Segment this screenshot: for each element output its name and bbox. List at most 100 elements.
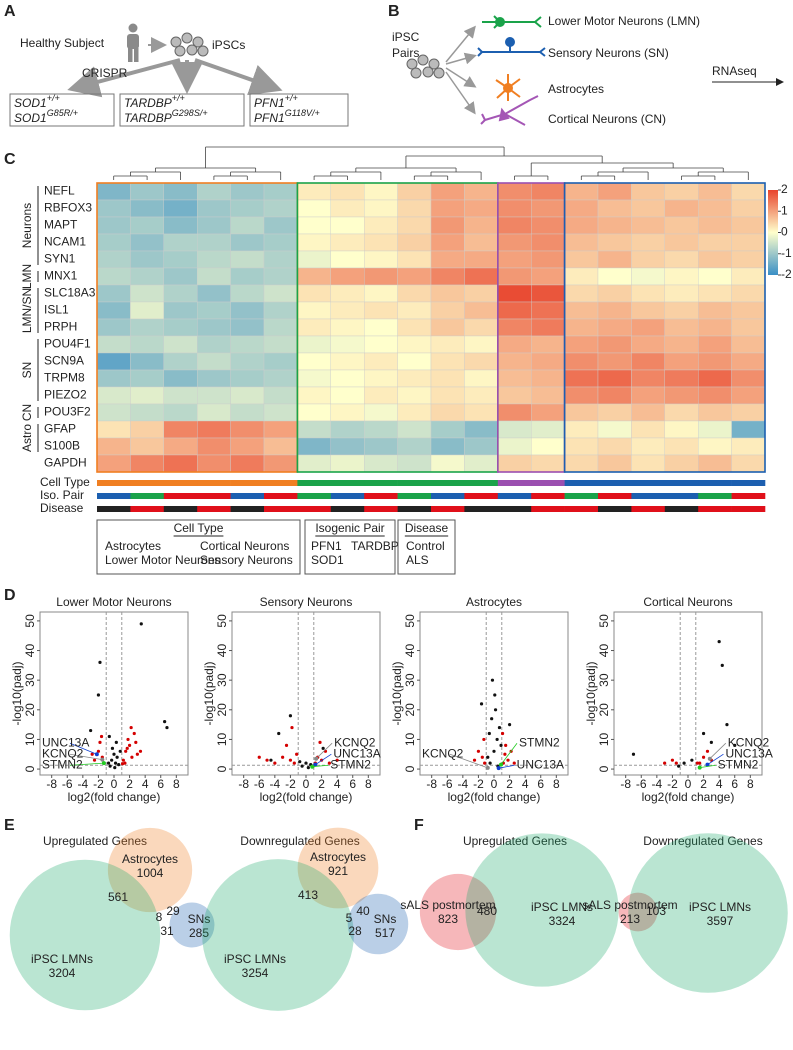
heatmap-cell	[631, 301, 666, 320]
heatmap-cell	[597, 284, 632, 303]
heatmap-cell	[130, 216, 164, 235]
row-group-label: CN	[20, 404, 34, 421]
row-group-label: Neurons	[20, 203, 34, 248]
x-tick-label: 4	[142, 777, 149, 791]
heatmap-cell	[531, 318, 565, 337]
heatmap-cell	[230, 301, 265, 320]
heatmap-cell	[731, 233, 766, 252]
heatmap-cell	[430, 403, 465, 422]
heatmap-cell	[196, 284, 231, 303]
y-tick-label: 50	[215, 614, 229, 628]
heatmap-cell	[364, 233, 398, 252]
venn-set-name: sALS postmortem	[400, 898, 495, 912]
heatmap-cell	[430, 301, 465, 320]
heatmap-cell	[731, 199, 766, 218]
heatmap-cell	[497, 216, 532, 235]
annotation-cell	[564, 506, 599, 512]
heatmap-cell	[96, 403, 131, 422]
volcano-point	[92, 758, 97, 762]
x-tick-label: 2	[506, 777, 513, 791]
annotation-cell	[163, 506, 198, 512]
heatmap-cell	[631, 386, 666, 405]
volcano-point	[288, 758, 293, 762]
annotation-cell	[297, 493, 332, 499]
heatmap-cell	[698, 301, 732, 320]
heatmap-cell	[163, 318, 198, 337]
annotation-cell	[497, 493, 532, 499]
colorbar-tick-label: -2	[781, 267, 792, 281]
heatmap-cell	[163, 284, 198, 303]
x-tick-label: 2	[700, 777, 707, 791]
heatmap-cell	[230, 199, 265, 218]
gene-label: PRPH	[44, 320, 77, 334]
y-tick-label: 40	[403, 644, 417, 658]
genotype: TARDBPG298S/+	[124, 108, 208, 125]
y-tick-label: 40	[23, 644, 37, 658]
heatmap-cell	[196, 403, 231, 422]
volcano-point	[138, 749, 143, 753]
volcano-point	[115, 755, 119, 759]
volcano-point	[705, 749, 710, 753]
heatmap-cell	[130, 437, 164, 456]
y-tick-label: 40	[597, 644, 611, 658]
x-tick-label: -4	[270, 777, 281, 791]
venn-set-count: 3324	[549, 914, 576, 928]
heatmap-cell	[497, 420, 532, 439]
annotation-cell	[397, 506, 432, 512]
y-tick-label: 10	[215, 732, 229, 746]
heatmap-cell	[698, 335, 732, 354]
heatmap-cell	[196, 420, 231, 439]
heatmap-cell	[364, 369, 398, 388]
heatmap-cell	[564, 454, 599, 473]
volcano-point	[290, 725, 294, 730]
heatmap-cell	[497, 403, 532, 422]
heatmap-cell	[196, 335, 231, 354]
genotype: PFN1G118V/+	[254, 108, 320, 125]
heatmap-cell	[597, 233, 632, 252]
allele: +/+	[47, 93, 60, 103]
heatmap-cell	[664, 403, 699, 422]
heatmap-cell	[531, 369, 565, 388]
heatmap-cell	[464, 318, 498, 337]
volcano-point	[108, 764, 112, 768]
heatmap-cell	[230, 182, 265, 201]
heatmap-cell	[664, 199, 699, 218]
heatmap-cell	[430, 233, 465, 252]
heatmap-cell	[297, 318, 331, 337]
heatmap-cell	[130, 233, 164, 252]
annotation-cell	[364, 506, 398, 512]
annotation-cell	[197, 493, 231, 499]
heatmap-cell	[263, 386, 298, 405]
heatmap-cell	[263, 454, 298, 473]
heatmap-cell	[196, 250, 231, 269]
heatmap-cell	[130, 386, 164, 405]
volcano-point	[631, 752, 636, 756]
heatmap-cell	[297, 233, 331, 252]
annotation-cell	[431, 506, 465, 512]
heatmap-cell	[631, 284, 666, 303]
gene-name: PFN1	[254, 111, 285, 125]
heatmap-cell	[464, 369, 498, 388]
heatmap-cell	[163, 420, 198, 439]
volcano-point	[284, 743, 289, 747]
venn-set	[297, 827, 379, 909]
heatmap-cell	[130, 420, 164, 439]
heatmap-cell	[397, 318, 432, 337]
heatmap-cell	[564, 301, 599, 320]
venn-set-name: iPSC LMNs	[224, 952, 286, 966]
x-tick-label: 8	[365, 777, 372, 791]
heatmap-cell	[464, 335, 498, 354]
heatmap-cell	[397, 301, 432, 320]
gene-label: KCNQ2	[422, 746, 464, 760]
legend-box	[96, 519, 301, 575]
heatmap-cell	[397, 233, 432, 252]
gene-leader	[69, 753, 103, 760]
panel-a-art	[9, 23, 349, 127]
heatmap-cell	[263, 182, 298, 201]
y-tick-label: 30	[403, 673, 417, 687]
y-tick-label: 20	[597, 703, 611, 717]
cluster-box	[563, 182, 766, 473]
y-axis-label: -log10(padj)	[584, 661, 598, 725]
annotation-cell	[230, 480, 265, 486]
heatmap-cell	[631, 403, 666, 422]
